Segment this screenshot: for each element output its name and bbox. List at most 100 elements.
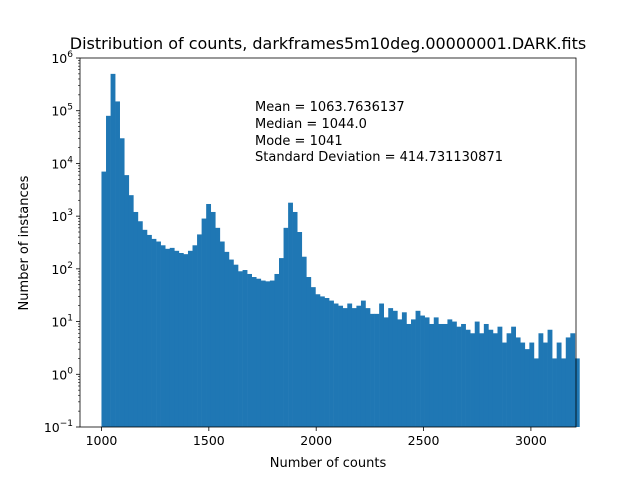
histogram-bar [411, 319, 416, 427]
histogram-bar [115, 101, 120, 428]
y-tick-label: 101 [51, 314, 73, 330]
y-axis-label: Number of instances [17, 175, 32, 310]
histogram-bar [397, 319, 403, 427]
histogram-bar [574, 358, 580, 427]
histogram-bar [178, 252, 184, 427]
histogram-bar [506, 333, 512, 427]
histogram-bar [520, 342, 526, 427]
histogram-bar [492, 333, 498, 427]
histogram-bar [106, 115, 111, 427]
histogram-bar [497, 326, 503, 427]
histogram-bar [351, 308, 357, 427]
histogram-bar [388, 308, 394, 427]
annotation-median: Median = 1044.0 [255, 117, 367, 132]
histogram-bar [187, 250, 193, 427]
histogram-bar [488, 329, 494, 427]
histogram-bar [401, 312, 407, 427]
annotation-std-dev: Standard Deviation = 414.731130871 [255, 150, 503, 165]
histogram-bar [219, 241, 225, 427]
histogram-bar [333, 303, 339, 427]
histogram-bar [306, 277, 312, 427]
histogram-bar [511, 326, 516, 427]
histogram-bar [319, 296, 325, 427]
histogram-bar [565, 337, 571, 427]
histogram-bar [151, 238, 157, 427]
histogram-bar [415, 310, 421, 427]
histogram-bar [570, 333, 576, 427]
x-tick-label: 2000 [300, 433, 332, 448]
histogram-bar [297, 232, 303, 427]
histogram-bar [169, 247, 175, 427]
y-axis-ticks: 10−1 100 101 102 103 104 105 106 [44, 50, 80, 435]
histogram-bar [342, 308, 348, 427]
histogram-bar [524, 349, 530, 427]
histogram-bar [329, 300, 334, 427]
histogram-bar [447, 319, 453, 427]
y-tick-label: 102 [51, 261, 73, 277]
x-tick-label: 2500 [408, 433, 440, 448]
histogram-bar [288, 202, 293, 427]
histogram-bar [547, 329, 553, 427]
histogram-bar [556, 342, 562, 427]
histogram-bar [292, 211, 298, 427]
histogram-bar [424, 317, 430, 427]
histogram-bar [383, 317, 389, 427]
histogram-bar [465, 329, 471, 427]
histogram-bar [206, 203, 212, 427]
y-tick-label: 10−1 [44, 419, 73, 435]
histogram-bar [420, 315, 425, 427]
y-tick-label: 105 [51, 103, 73, 119]
y-tick-label: 103 [51, 208, 73, 224]
statistics-annotation: Mean = 1063.7636137 Median = 1044.0 Mode… [255, 100, 503, 165]
chart-title: Distribution of counts, darkframes5m10de… [70, 34, 586, 53]
histogram-bar [247, 273, 252, 427]
histogram-bar [552, 358, 557, 427]
histogram-bar [533, 358, 539, 427]
histogram-bar [228, 259, 234, 427]
histogram-bar [210, 211, 216, 427]
histogram-bar [370, 313, 375, 427]
histogram-bar [146, 234, 152, 427]
histogram-bar [365, 308, 371, 427]
histogram-bar [201, 218, 207, 427]
histogram-bar [502, 342, 507, 427]
histogram-bar [470, 333, 476, 427]
histogram-bar [442, 323, 448, 427]
histogram-bar [119, 138, 125, 427]
histogram-bar [224, 251, 230, 427]
histogram-bar [338, 305, 344, 427]
histogram-bar [110, 73, 116, 428]
histogram-bar [265, 281, 271, 427]
x-tick-label: 1500 [193, 433, 225, 448]
y-tick-label: 100 [51, 366, 73, 382]
histogram-bar [242, 270, 248, 427]
histogram-bar [438, 323, 444, 427]
plot-frame [79, 57, 577, 428]
histogram-bar [543, 342, 548, 427]
histogram-bar [174, 250, 180, 427]
y-tick-label: 106 [51, 50, 73, 66]
x-axis-ticks: 1000 1500 2000 2500 3000 [86, 427, 547, 448]
histogram-bar [142, 229, 148, 427]
histogram-bar [101, 171, 107, 427]
histogram-bar [137, 221, 143, 427]
annotation-mean: Mean = 1063.7636137 [255, 100, 405, 115]
histogram-bar [483, 323, 489, 427]
histogram-bar [538, 333, 544, 427]
histogram-bar [124, 175, 130, 427]
histogram-bar [433, 317, 439, 427]
histogram-bar [479, 333, 485, 427]
annotation-mode: Mode = 1041 [255, 134, 343, 149]
histogram-bar [156, 241, 161, 427]
histogram-bar [260, 280, 266, 427]
histogram-bar [165, 248, 171, 427]
histogram-bar [529, 342, 535, 427]
x-axis-label: Number of counts [270, 456, 387, 471]
histogram-bar [474, 321, 480, 427]
histogram-bar [461, 323, 466, 427]
histogram-bar [183, 254, 189, 427]
histogram-bar [515, 337, 521, 427]
histogram-bar [215, 227, 221, 427]
histogram-bar [251, 277, 257, 427]
